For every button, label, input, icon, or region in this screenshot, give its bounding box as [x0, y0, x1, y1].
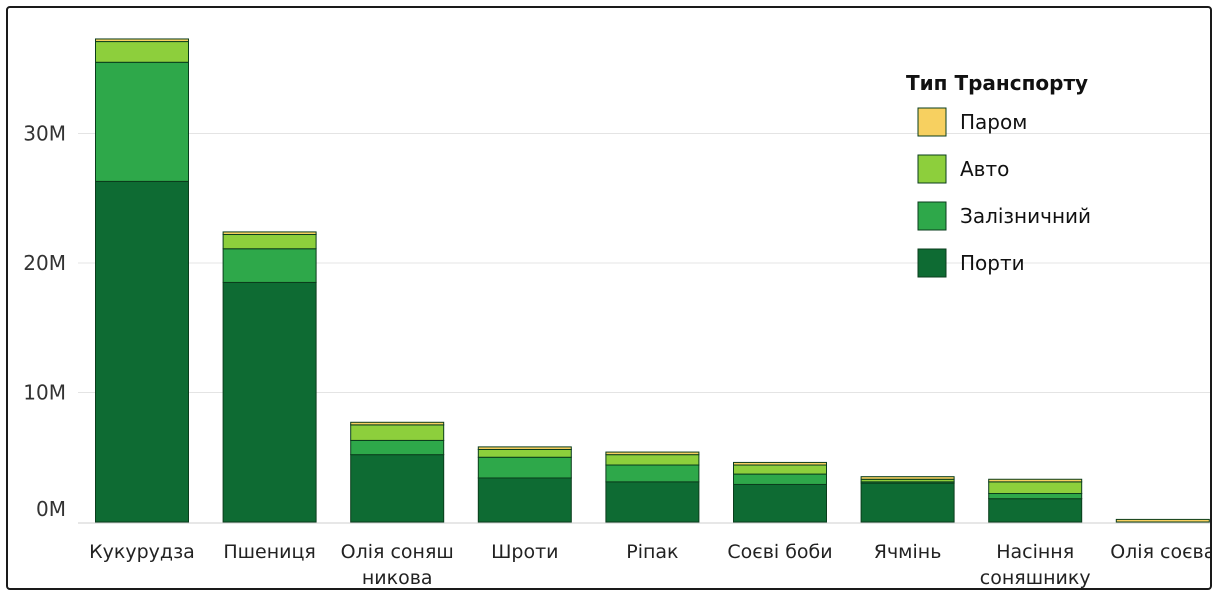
x-category-label: Олія соняш: [341, 541, 454, 563]
bar-segment: [95, 41, 189, 63]
bar-stack: [860, 476, 955, 523]
x-axis-labels: Кукурудза Пшениця Олія соняш никова Шроти Ріп…: [89, 541, 1212, 589]
bar-segment: [222, 234, 317, 250]
legend-swatch: [917, 107, 947, 137]
x-category-label: Кукурудза: [89, 541, 195, 563]
bar-segment: [350, 424, 445, 441]
bar-stack: [477, 446, 572, 523]
legend-label: Залізничний: [960, 204, 1091, 228]
bar-segment: [733, 464, 827, 475]
bar-segment: [988, 478, 1083, 483]
bar-segment: [733, 461, 827, 466]
bar-segment: [860, 476, 955, 480]
y-tick-label: 30M: [23, 122, 66, 146]
bar-segment: [1115, 518, 1210, 523]
bar-segment: [350, 421, 445, 426]
bar-segment: [988, 498, 1083, 523]
bar-segment: [477, 456, 572, 479]
legend-label: Паром: [960, 110, 1027, 134]
bar-segment: [95, 61, 189, 182]
x-category-label: соняшнику: [980, 567, 1091, 589]
x-category-label: Ячмінь: [874, 541, 942, 563]
bar-stack: [1115, 518, 1210, 523]
chart-frame: 0M 10M 20M 30M Кукурудза Пшениця Олія соняш ник…: [6, 6, 1212, 590]
bar-segment: [605, 451, 700, 456]
x-category-label: Соєві боби: [727, 541, 832, 563]
bar-segment: [222, 231, 317, 236]
bar-segment: [733, 483, 827, 523]
y-axis-ticks: 0M 10M 20M 30M: [23, 122, 66, 522]
bars: [95, 38, 1210, 523]
bar-segment: [477, 448, 572, 458]
bar-segment: [477, 477, 572, 523]
stacked-bar-chart: 0M 10M 20M 30M Кукурудза Пшениця Олія соняш ник…: [23, 38, 1212, 589]
bar-segment: [860, 482, 955, 523]
bar-segment: [95, 38, 189, 43]
legend: Тип Транспорту Паром Авто Залізничний Порти: [906, 71, 1091, 278]
bar-stack: [95, 38, 189, 523]
bar-segment: [605, 464, 700, 483]
y-tick-label: 10M: [23, 381, 66, 405]
y-tick-label: 0M: [36, 497, 66, 521]
bar-segment: [222, 248, 317, 283]
x-category-label: никова: [362, 567, 433, 589]
bar-stack: [605, 451, 700, 523]
legend-swatch: [917, 201, 947, 231]
bar-stack: [733, 461, 827, 523]
legend-label: Порти: [960, 251, 1025, 275]
bar-stack: [222, 231, 317, 523]
bar-segment: [988, 481, 1083, 495]
bar-segment: [350, 454, 445, 523]
bar-segment: [733, 473, 827, 485]
bar-segment: [477, 446, 572, 450]
legend-label: Авто: [960, 157, 1009, 181]
x-category-label: Шроти: [491, 541, 558, 563]
bar-segment: [605, 481, 700, 523]
legend-title: Тип Транспорту: [906, 71, 1088, 95]
x-category-label: Олія соєва: [1110, 541, 1212, 563]
bar-segment: [222, 281, 317, 523]
y-tick-label: 20M: [23, 251, 66, 275]
x-category-label: Ріпак: [626, 541, 678, 563]
bar-segment: [350, 439, 445, 456]
bar-stack: [988, 478, 1083, 523]
bar-segment: [95, 180, 189, 523]
x-category-label: Насіння: [996, 541, 1074, 563]
bar-stack: [350, 421, 445, 523]
bar-segment: [988, 493, 1083, 500]
legend-swatch: [917, 248, 947, 278]
legend-swatch: [917, 154, 947, 184]
bar-segment: [605, 454, 700, 466]
x-category-label: Пшениця: [223, 541, 316, 563]
